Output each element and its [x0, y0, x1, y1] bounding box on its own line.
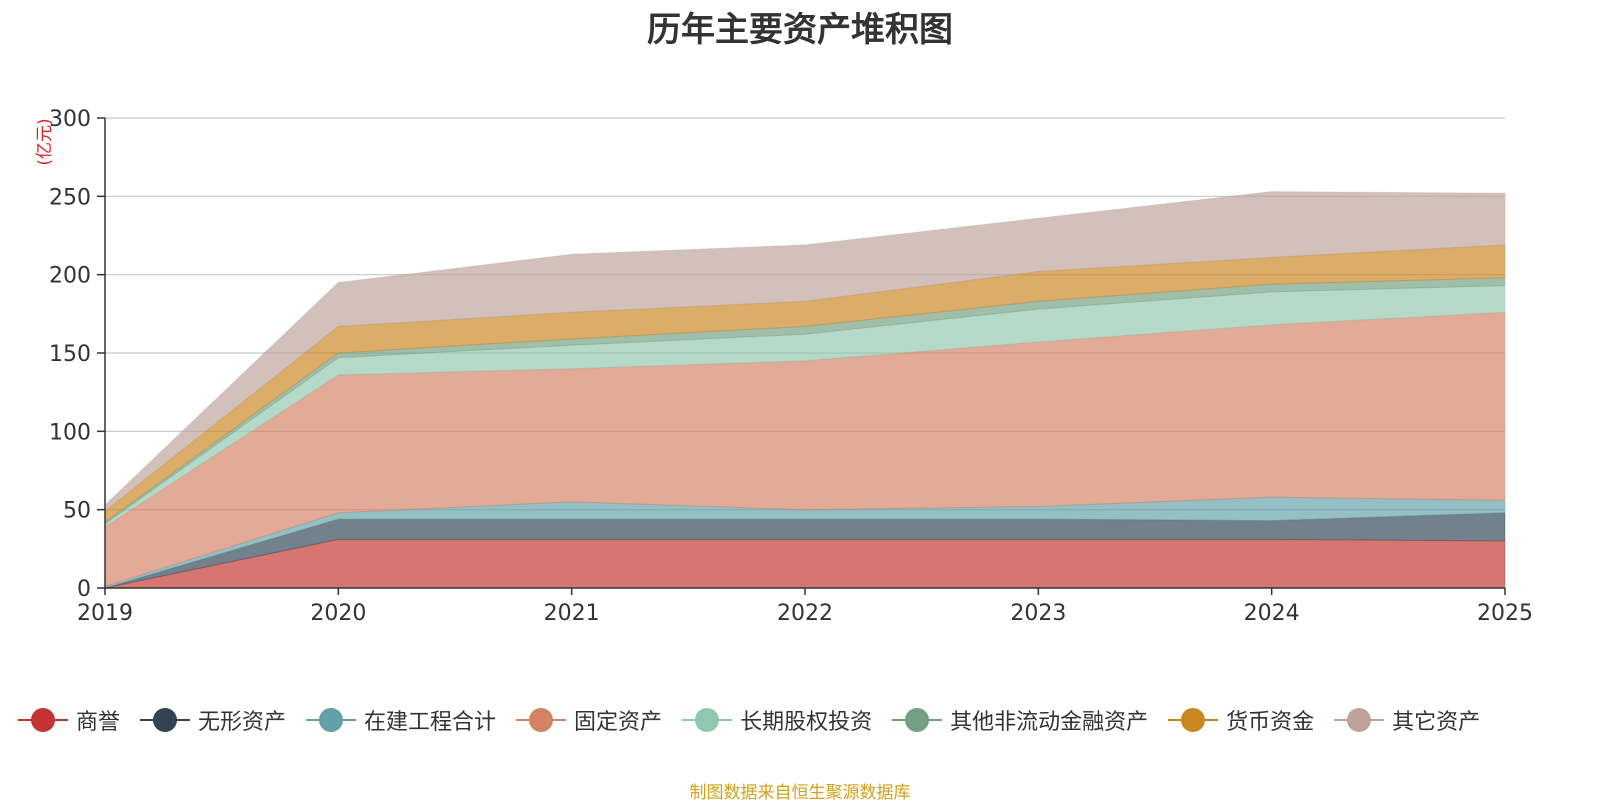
y-tick-label: 0: [77, 577, 91, 602]
legend-item[interactable]: 在建工程合计: [306, 704, 496, 736]
legend: 商誉 无形资产 在建工程合计 固定资产 长期股权投资 其他非流动金融资产 货币资金 其它资产: [18, 700, 1500, 740]
x-tick-label: 2021: [544, 601, 600, 626]
tick-labels: 0 50 100 150 200 250 300(亿元) 2019 2020 2021 2022 20…: [35, 107, 1533, 626]
chart-title: 历年主要资产堆积图: [647, 10, 953, 50]
x-tick-label: 2019: [77, 601, 133, 626]
area-商誉[interactable]: [104, 538, 1506, 589]
x-tick-label: 2023: [1010, 601, 1066, 626]
y-axis-label: (亿元): [35, 118, 55, 165]
legend-marker-icon: [1168, 708, 1219, 732]
y-tick-label: 200: [49, 264, 91, 289]
x-tick-label: 2024: [1244, 601, 1300, 626]
area-货币资金[interactable]: [104, 244, 1506, 524]
y-tick-label: 100: [49, 420, 91, 445]
legend-item[interactable]: 其它资产: [1334, 704, 1480, 736]
legend-marker-icon: [140, 708, 191, 732]
legend-item[interactable]: 固定资产: [516, 704, 662, 736]
legend-label: 长期股权投资: [740, 710, 873, 735]
y-tick-label: 300: [49, 107, 91, 132]
legend-marker-icon: [306, 708, 357, 732]
area-固定资产[interactable]: [104, 311, 1506, 588]
area-其他非流动金融资产[interactable]: [104, 277, 1506, 525]
legend-item[interactable]: 货币资金: [1168, 704, 1314, 736]
x-tick-label: 2025: [1477, 601, 1533, 626]
y-tick-label: 50: [63, 499, 91, 524]
legend-item[interactable]: 其他非流动金融资产: [892, 704, 1148, 736]
legend-label: 商誉: [76, 710, 121, 735]
legend-marker-icon: [18, 708, 68, 732]
legend-marker-icon: [516, 708, 567, 732]
y-tick-label: 150: [49, 342, 91, 367]
axes: [97, 117, 1506, 595]
legend-item[interactable]: 长期股权投资: [682, 704, 872, 736]
legend-label: 在建工程合计: [364, 710, 497, 735]
y-tick-label: 250: [49, 185, 91, 210]
legend-label: 固定资产: [574, 710, 663, 735]
legend-label: 其他非流动金融资产: [950, 710, 1149, 735]
legend-marker-icon: [892, 708, 943, 732]
legend-label: 无形资产: [198, 710, 287, 735]
legend-marker-icon: [682, 708, 733, 732]
x-tick-label: 2020: [310, 601, 366, 626]
legend-item[interactable]: 无形资产: [140, 704, 286, 736]
legend-label: 货币资金: [1226, 710, 1315, 735]
area-series: [104, 191, 1506, 589]
data-source-note: 制图数据来自恒生聚源数据库: [689, 783, 911, 803]
legend-marker-icon: [1334, 708, 1385, 732]
area-其它资产[interactable]: [104, 191, 1506, 513]
legend-item[interactable]: 商誉: [18, 704, 120, 736]
legend-label: 其它资产: [1392, 710, 1481, 735]
x-tick-label: 2022: [777, 601, 833, 626]
